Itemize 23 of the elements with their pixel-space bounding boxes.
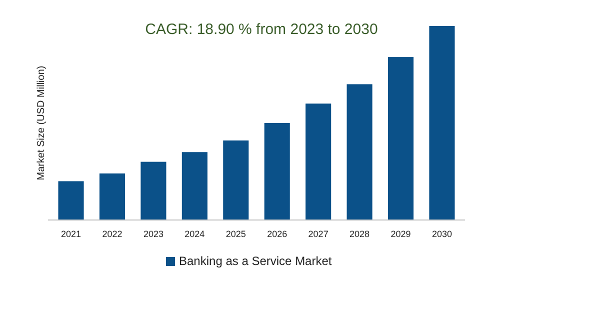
bar: [99, 173, 126, 220]
x-tick-label: 2027: [308, 229, 328, 239]
bar: [58, 181, 84, 220]
x-tick-label: 2022: [102, 229, 122, 239]
bar: [223, 140, 249, 220]
bar: [306, 104, 332, 220]
bar: [182, 152, 208, 220]
x-tick-label: 2023: [143, 229, 164, 239]
x-tick-label: 2029: [390, 229, 411, 239]
x-tick-label: 2021: [61, 229, 82, 239]
legend-label: Banking as a Service Market: [179, 254, 332, 268]
y-axis-title: Market Size (USD Million): [36, 66, 47, 180]
x-tick-label: 2025: [226, 229, 246, 239]
bar: [429, 26, 455, 220]
x-tick-label: 2030: [432, 229, 452, 239]
bar: [346, 84, 372, 220]
bar: [140, 162, 166, 220]
x-tick-label: 2028: [350, 229, 370, 239]
x-tick-label: 2024: [184, 229, 205, 239]
x-tick-label: 2026: [267, 229, 288, 239]
chart-title: CAGR: 18.90 % from 2023 to 2030: [145, 21, 378, 38]
bar: [388, 57, 414, 220]
bar: [264, 123, 290, 220]
